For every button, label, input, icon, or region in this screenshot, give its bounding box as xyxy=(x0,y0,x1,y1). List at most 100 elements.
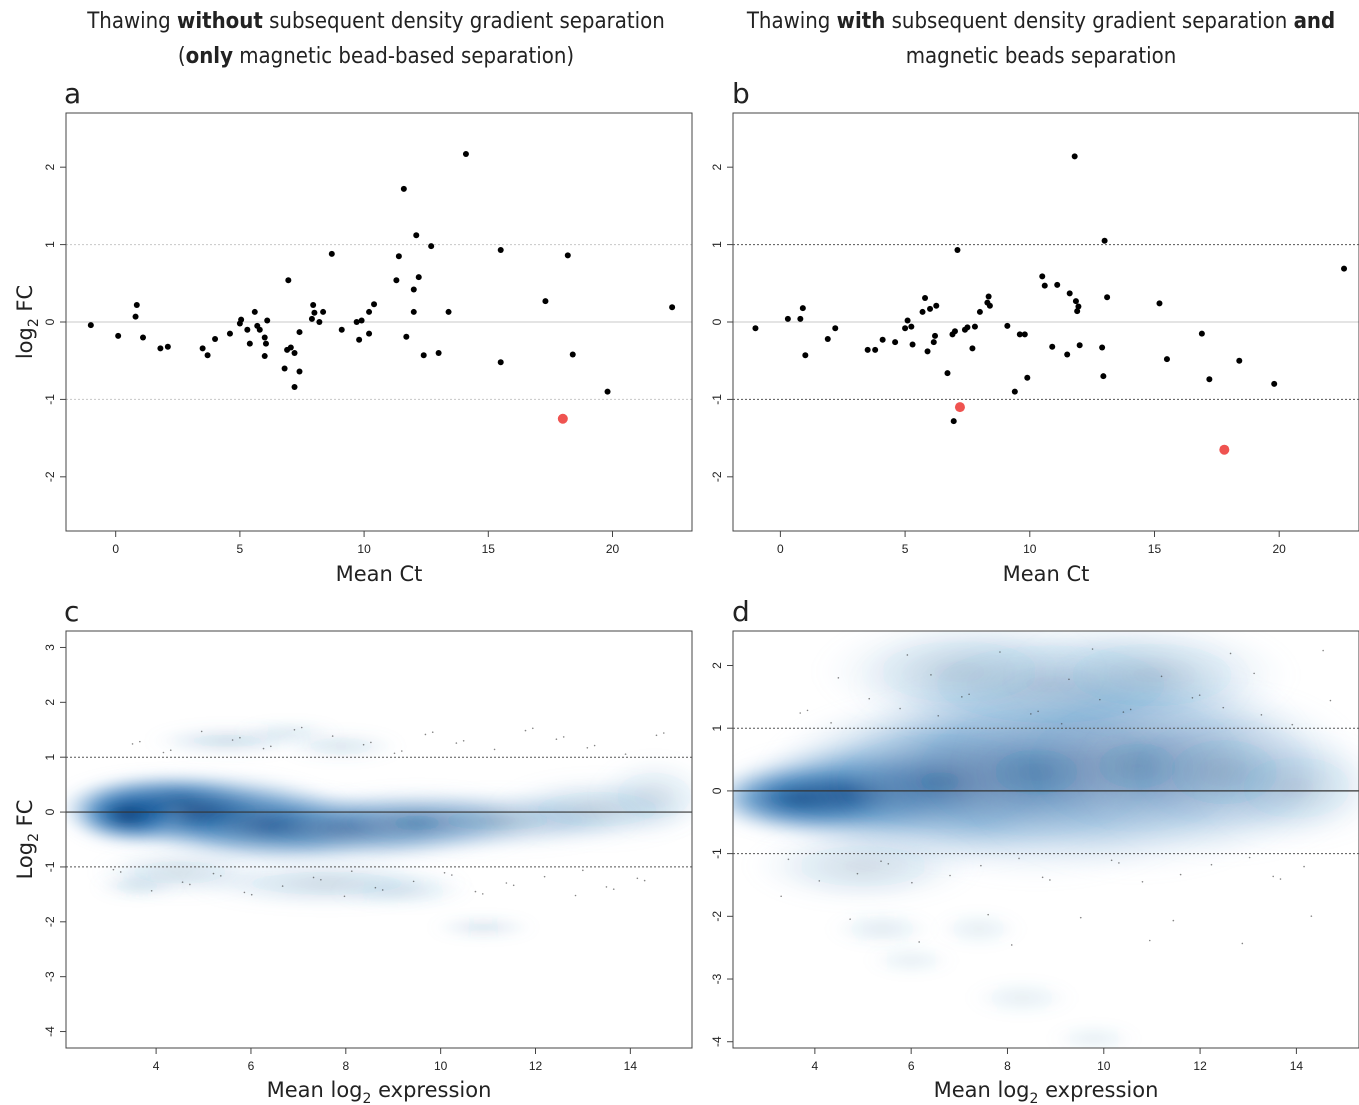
outlier-dot xyxy=(1018,857,1020,860)
data-point xyxy=(951,328,958,335)
y-tick-label: 0 xyxy=(710,787,724,794)
outlier-dot xyxy=(818,880,821,882)
subscript: 2 xyxy=(363,1091,372,1105)
y-tick-label: 0 xyxy=(710,318,724,325)
data-point xyxy=(435,349,442,356)
outlier-dot xyxy=(312,876,315,879)
outlier-dot xyxy=(806,709,809,712)
data-point xyxy=(564,252,571,259)
outlier-dot xyxy=(239,736,241,739)
outlier-dot xyxy=(605,886,608,888)
x-axis-label: Mean log2 expression xyxy=(934,1078,1159,1105)
highlight-point xyxy=(954,402,965,413)
data-point xyxy=(395,253,402,260)
x-tick-label: 6 xyxy=(908,1059,915,1073)
data-point xyxy=(251,308,258,315)
outlier-dot xyxy=(636,877,639,880)
outlier-dot xyxy=(1303,865,1305,868)
y-tick-label: 1 xyxy=(710,725,724,732)
outlier-dot xyxy=(150,889,153,892)
outlier-dot xyxy=(1141,880,1144,883)
outlier-dot xyxy=(162,751,165,754)
panel-b: 0 5 10 15 20 -2 -1 0 1 2 Mean Ct b xyxy=(710,77,1359,586)
data-point xyxy=(1049,343,1056,350)
data-point xyxy=(238,316,245,323)
outlier-dot xyxy=(200,730,203,733)
data-point xyxy=(1054,281,1061,288)
y-tick-label: 2 xyxy=(43,164,57,171)
data-point xyxy=(976,308,983,315)
outlier-dot xyxy=(451,874,453,876)
y-tick-label: -1 xyxy=(710,394,724,405)
outlier-dot xyxy=(424,733,427,736)
outlier-dot xyxy=(112,868,115,871)
data-point xyxy=(1039,273,1046,280)
outlier-dot xyxy=(462,740,465,742)
data-point xyxy=(358,317,365,324)
y-tick-label: -3 xyxy=(710,973,724,984)
data-point xyxy=(291,384,298,391)
data-point xyxy=(371,301,378,308)
y-tick-label: -2 xyxy=(43,916,57,927)
x-tick-label: 12 xyxy=(1193,1059,1207,1073)
data-point xyxy=(400,185,407,192)
data-point xyxy=(462,151,469,158)
data-point xyxy=(919,308,926,315)
data-point xyxy=(1100,373,1107,380)
x-tick-label: 8 xyxy=(342,1059,349,1073)
y-tick-label: 3 xyxy=(43,644,57,651)
data-point xyxy=(879,336,886,343)
data-point xyxy=(199,345,206,352)
density-blob xyxy=(429,916,538,938)
outlier-dot xyxy=(412,880,415,883)
data-point xyxy=(445,308,452,315)
data-point xyxy=(1004,322,1011,329)
x-tick-label: 14 xyxy=(624,1059,638,1073)
data-point xyxy=(892,339,899,346)
x-tick-label: 4 xyxy=(153,1059,160,1073)
outlier-dot xyxy=(119,871,122,873)
data-point xyxy=(669,304,676,311)
subscript: 2 xyxy=(26,833,42,842)
x-tick-label: 12 xyxy=(529,1059,543,1073)
data-point xyxy=(226,330,233,337)
data-point xyxy=(246,340,253,347)
data-point xyxy=(1341,265,1348,272)
data-point xyxy=(872,346,879,353)
data-point xyxy=(1206,376,1213,383)
outlier-dot xyxy=(493,748,496,751)
outlier-dot xyxy=(169,749,172,752)
x-label-rest: expression xyxy=(371,1078,491,1102)
outlier-dot xyxy=(837,677,840,679)
data-point xyxy=(413,232,420,239)
data-point xyxy=(403,333,410,340)
outlier-dot xyxy=(1030,713,1032,715)
data-point xyxy=(969,345,976,352)
outlier-dot xyxy=(999,651,1001,653)
outlier-dot xyxy=(270,745,272,748)
data-point xyxy=(291,349,298,356)
plot-area xyxy=(66,151,692,424)
subscript: 2 xyxy=(26,318,42,327)
outlier-dot xyxy=(370,741,372,744)
data-point xyxy=(497,359,504,366)
data-point xyxy=(287,344,294,351)
outlier-dot xyxy=(1329,699,1332,702)
data-point xyxy=(415,274,422,281)
data-point xyxy=(1271,380,1278,387)
data-point xyxy=(927,305,934,312)
y-axis-label: Log2 FC xyxy=(13,800,42,880)
outlier-dot xyxy=(1198,694,1201,696)
y-tick-label: -2 xyxy=(43,471,57,482)
outlier-dot xyxy=(593,744,596,747)
y-tick-label: 0 xyxy=(43,808,57,815)
outlier-dot xyxy=(586,746,589,749)
y-tick-label: -4 xyxy=(43,1026,57,1037)
panel-letter: a xyxy=(64,77,81,110)
outlier-dot xyxy=(1322,649,1324,652)
x-axis-label: Mean Ct xyxy=(336,562,423,586)
plot-area xyxy=(733,631,1359,1048)
data-point xyxy=(366,308,373,315)
data-point xyxy=(410,308,417,315)
outlier-dot xyxy=(474,890,477,893)
